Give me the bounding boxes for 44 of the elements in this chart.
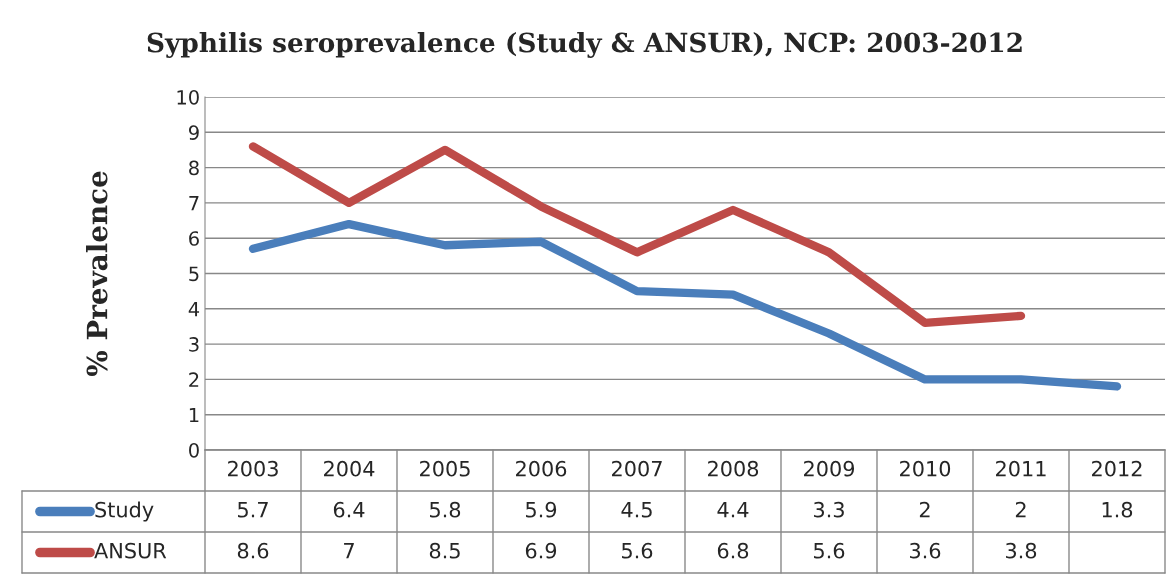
x-tick-label: 2006 bbox=[516, 460, 567, 477]
y-tick-label: 4 bbox=[188, 302, 200, 317]
y-tick-label: 8 bbox=[189, 160, 199, 176]
data-label: 2 bbox=[1015, 501, 1026, 518]
y-tick-label: 9 bbox=[188, 125, 199, 140]
data-label: 3.6 bbox=[910, 542, 941, 559]
y-tick-label: 5 bbox=[189, 266, 199, 282]
data-label: 5.7 bbox=[238, 502, 268, 518]
x-tick-label: 2007 bbox=[612, 460, 662, 477]
data-label: 1.8 bbox=[1102, 501, 1133, 518]
x-tick-label: 2012 bbox=[1092, 460, 1142, 477]
data-label: 2 bbox=[919, 501, 930, 518]
x-tick-label: 2009 bbox=[804, 460, 855, 477]
data-label: 5.6 bbox=[814, 542, 845, 559]
chart-title: Syphilis seroprevalence (Study & ANSUR), NCP: 2003-2012 bbox=[147, 32, 1022, 58]
data-label: 5.8 bbox=[430, 501, 461, 518]
data-label: 4.4 bbox=[717, 502, 749, 518]
legend-label: ANSUR bbox=[94, 542, 167, 559]
y-tick-label: 0 bbox=[189, 442, 199, 458]
data-label: 3.8 bbox=[1006, 542, 1037, 559]
data-label: 6.4 bbox=[333, 501, 365, 518]
legend-label: Study bbox=[95, 501, 154, 522]
y-tick-label: 2 bbox=[189, 372, 199, 387]
x-tick-label: 2008 bbox=[708, 460, 759, 477]
data-label: 5.6 bbox=[622, 542, 653, 559]
data-label: 5.9 bbox=[526, 501, 557, 518]
data-label: 8.6 bbox=[237, 542, 269, 559]
data-label: 7 bbox=[344, 543, 354, 559]
data-label: 6.8 bbox=[717, 542, 749, 559]
y-tick-label: 6 bbox=[189, 231, 199, 246]
data-label: 4.5 bbox=[621, 502, 652, 518]
y-axis-title: % Prevalence bbox=[86, 171, 108, 377]
y-tick-label: 1 bbox=[189, 407, 199, 423]
x-tick-label: 2010 bbox=[900, 460, 951, 477]
y-tick-label: 7 bbox=[189, 196, 199, 211]
y-tick-label: 10 bbox=[177, 89, 199, 105]
data-label: 6.9 bbox=[525, 542, 557, 559]
data-label: 8.5 bbox=[429, 542, 460, 559]
x-tick-label: 2003 bbox=[228, 460, 278, 477]
x-tick-label: 2005 bbox=[420, 460, 470, 477]
x-tick-label: 2004 bbox=[324, 460, 375, 477]
x-tick-label: 2011 bbox=[996, 460, 1046, 477]
data-label: 3.3 bbox=[814, 501, 844, 518]
y-tick-label: 3 bbox=[189, 337, 199, 352]
